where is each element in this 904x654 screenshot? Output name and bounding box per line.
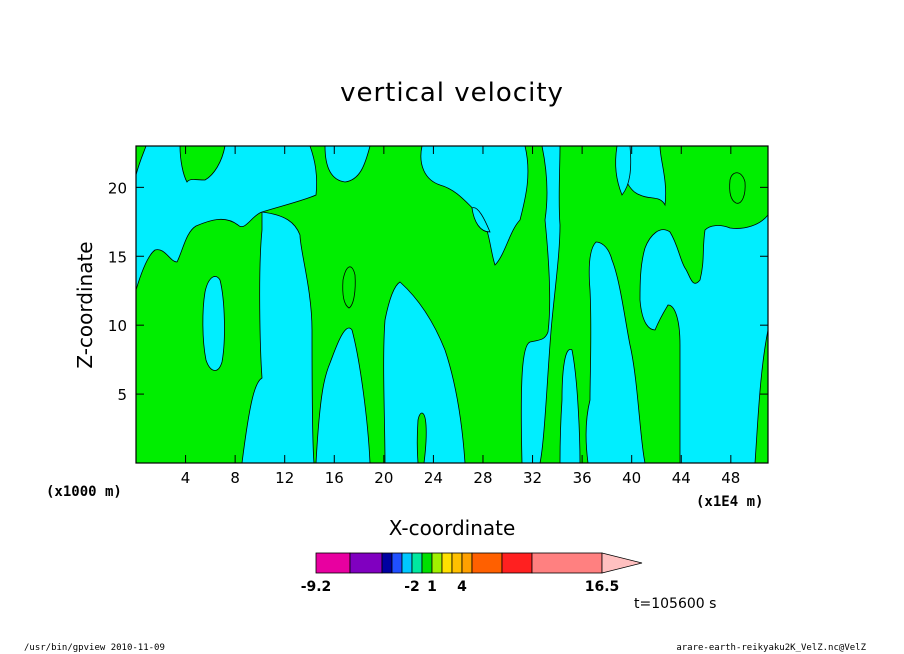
- x-tick-label: 40: [622, 469, 641, 487]
- colorbar-label: 1: [427, 579, 437, 595]
- cyan-island: [202, 276, 225, 371]
- colorbar-swatch: [501, 552, 533, 574]
- colorbar-swatch: [411, 552, 423, 574]
- colorbar-swatch: [531, 552, 603, 574]
- plot-area: [135, 145, 769, 464]
- x-tick-label: 36: [573, 469, 592, 487]
- y-tick-label: 20: [108, 179, 127, 197]
- x-tick-label: 12: [275, 469, 294, 487]
- negative-islands: [202, 145, 632, 371]
- green-region: [539, 145, 769, 464]
- colorbar-label: -2: [404, 579, 420, 595]
- x-tick-label: 16: [325, 469, 344, 487]
- y-tick-label: 5: [117, 386, 127, 404]
- footer-left: /usr/bin/gpview 2010-11-09: [24, 643, 165, 653]
- x-tick-label: 20: [374, 469, 393, 487]
- colorbar-swatch: [349, 552, 383, 574]
- x-axis-ticks: [185, 146, 732, 463]
- colorbar-swatch: [401, 552, 413, 574]
- y-tick-label: 10: [108, 317, 127, 335]
- colorbar-swatch: [315, 552, 351, 574]
- positive-islands: [342, 172, 746, 464]
- cyan-island: [471, 207, 491, 233]
- y-tick-label: 15: [108, 248, 127, 266]
- green-region: [179, 145, 226, 183]
- colorbar-swatch: [381, 552, 393, 574]
- x-tick-label: 28: [473, 469, 492, 487]
- colorbar-swatch: [391, 552, 403, 574]
- plot-frame: [135, 145, 769, 464]
- time-label: t=105600 s: [634, 596, 716, 612]
- y-axis-ticks: [136, 186, 768, 395]
- colorbar-swatch: [441, 552, 453, 574]
- colorbar-label: 4: [457, 579, 467, 595]
- colorbar-swatch: [421, 552, 433, 574]
- x-unit-right: (x1E4 m): [696, 494, 763, 510]
- green-island: [416, 412, 427, 464]
- colorbar-swatch: [431, 552, 443, 574]
- green-island: [729, 172, 746, 204]
- x-tick-label: 24: [424, 469, 443, 487]
- x-tick-label: 8: [230, 469, 240, 487]
- chart-title: vertical velocity: [340, 78, 564, 108]
- footer-right: arare-earth-reikyaku2K_VelZ.nc@VelZ: [676, 643, 866, 653]
- x-unit-left: (x1000 m): [46, 484, 122, 500]
- x-tick-label: 32: [523, 469, 542, 487]
- colorbar-swatch: [451, 552, 463, 574]
- colorbar-label: 16.5: [585, 579, 620, 595]
- colorbar-label: -9.2: [301, 579, 332, 595]
- x-tick-label: 48: [721, 469, 740, 487]
- colorbar: -9.2 -2 1 4 16.5: [301, 552, 643, 595]
- green-island: [342, 266, 356, 309]
- x-tick-label: 44: [672, 469, 691, 487]
- x-axis-label: X-coordinate: [389, 516, 516, 540]
- colorbar-swatch: [471, 552, 503, 574]
- colorbar-swatch: [461, 552, 473, 574]
- cyan-island: [615, 145, 632, 196]
- green-region: [135, 211, 263, 464]
- x-tick-label: 4: [181, 469, 191, 487]
- y-axis-label: Z-coordinate: [73, 241, 97, 368]
- colorbar-extension: [601, 552, 643, 574]
